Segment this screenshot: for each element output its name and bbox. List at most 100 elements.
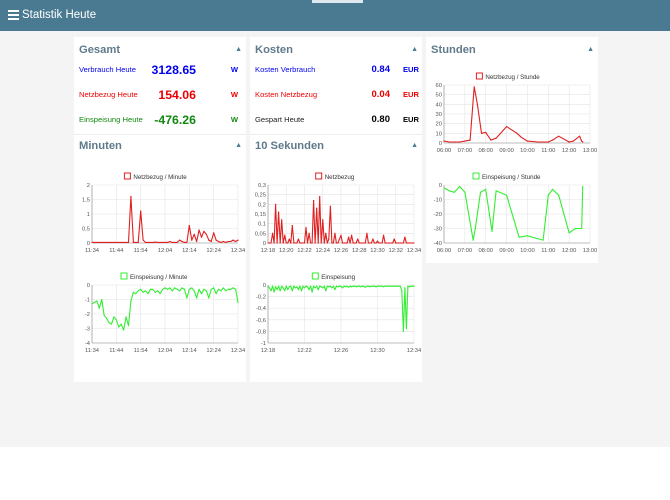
x-tick-label: 13:00 bbox=[583, 248, 598, 254]
collapse-kosten-icon[interactable]: ▲ bbox=[411, 46, 418, 53]
y-tick-label: 0,5 bbox=[82, 227, 90, 233]
data-point bbox=[222, 240, 224, 243]
data-point bbox=[152, 288, 154, 290]
data-point bbox=[367, 285, 369, 287]
data-point bbox=[354, 285, 356, 287]
x-tick-label: 12:24 bbox=[206, 348, 221, 354]
x-tick-label: 12:14 bbox=[182, 248, 197, 254]
data-point bbox=[210, 240, 212, 243]
data-point bbox=[125, 241, 127, 244]
x-tick-label: 12:34 bbox=[231, 348, 246, 354]
data-point bbox=[395, 285, 397, 287]
data-point bbox=[411, 242, 414, 244]
data-point bbox=[157, 241, 159, 244]
data-point bbox=[106, 317, 108, 319]
data-point bbox=[473, 86, 475, 88]
data-point bbox=[401, 242, 403, 244]
collapse-stunden-icon[interactable]: ▲ bbox=[587, 46, 594, 53]
data-point bbox=[516, 132, 518, 134]
data-point bbox=[398, 242, 400, 244]
data-point bbox=[166, 241, 169, 244]
data-point bbox=[217, 240, 220, 243]
data-point bbox=[495, 190, 497, 192]
unit-kosten-verbrauch: EUR bbox=[402, 65, 419, 74]
data-point bbox=[341, 287, 344, 289]
data-point bbox=[303, 287, 306, 289]
data-point bbox=[387, 242, 389, 244]
data-point bbox=[453, 141, 456, 143]
data-point bbox=[408, 286, 411, 288]
y-tick-label: 1,5 bbox=[82, 198, 90, 204]
data-point bbox=[469, 139, 471, 141]
y-tick-label: 10 bbox=[436, 131, 442, 137]
data-point bbox=[282, 287, 284, 289]
data-point bbox=[390, 285, 392, 287]
data-point bbox=[480, 132, 483, 134]
row-label-gespart: Gespart Heute bbox=[255, 115, 305, 124]
data-point bbox=[319, 285, 321, 287]
data-point bbox=[325, 232, 327, 234]
data-point bbox=[413, 242, 415, 244]
data-point bbox=[96, 241, 98, 244]
data-point bbox=[474, 227, 476, 230]
data-point bbox=[149, 241, 151, 244]
data-point bbox=[322, 287, 324, 289]
data-point bbox=[568, 232, 570, 234]
x-tick-label: 12:20 bbox=[279, 248, 294, 254]
data-point bbox=[271, 285, 274, 287]
collapse-10-sekunden-icon[interactable]: ▲ bbox=[411, 142, 418, 149]
data-point bbox=[135, 293, 137, 295]
data-point bbox=[299, 285, 301, 287]
legend-swatch bbox=[120, 272, 128, 280]
group-title-10-sekunden: 10 Sekunden bbox=[255, 140, 325, 152]
data-point bbox=[176, 288, 178, 290]
data-point bbox=[329, 285, 331, 287]
data-point bbox=[328, 286, 330, 288]
data-point bbox=[113, 316, 115, 318]
chart-netzbezug-stunde: Netzbezug / Stunde 0 10 20 30 40 50 60 06:00 07:0… bbox=[436, 72, 597, 154]
data-point bbox=[127, 325, 130, 327]
data-point bbox=[278, 211, 280, 213]
legend-swatch bbox=[315, 172, 323, 180]
x-tick-label: 11:44 bbox=[109, 348, 124, 354]
data-point bbox=[389, 242, 391, 244]
data-point bbox=[237, 301, 239, 303]
data-point bbox=[396, 285, 398, 287]
data-point bbox=[410, 285, 412, 287]
data-point bbox=[358, 242, 360, 244]
data-point bbox=[408, 242, 411, 244]
x-tick-label: 12:18 bbox=[261, 348, 276, 354]
hamburger-menu-icon[interactable] bbox=[8, 10, 19, 20]
data-point bbox=[337, 242, 339, 244]
data-point bbox=[413, 285, 415, 287]
data-point bbox=[399, 242, 401, 244]
data-point bbox=[404, 236, 406, 238]
data-point bbox=[161, 288, 164, 290]
data-point bbox=[93, 241, 96, 244]
y-tick-label: -40 bbox=[434, 241, 442, 247]
y-tick-label: 0 bbox=[87, 241, 90, 247]
data-point bbox=[360, 242, 362, 244]
data-point bbox=[171, 290, 173, 292]
data-point bbox=[91, 303, 93, 305]
data-point bbox=[351, 286, 353, 288]
data-point bbox=[273, 291, 275, 293]
collapse-minuten-icon[interactable]: ▲ bbox=[235, 142, 242, 149]
data-point bbox=[319, 196, 321, 198]
data-point bbox=[551, 139, 554, 141]
column-right: Stunden ▲ Netzbezug / Stunde 0 10 20 30 40 50 6… bbox=[426, 37, 598, 263]
data-point bbox=[323, 242, 325, 244]
data-point bbox=[291, 225, 293, 227]
data-point bbox=[491, 230, 493, 232]
data-point bbox=[402, 242, 404, 244]
data-point bbox=[293, 285, 295, 287]
value-gespart: 0.80 bbox=[371, 114, 391, 125]
legend-swatch bbox=[475, 72, 483, 80]
data-point bbox=[149, 288, 151, 290]
data-point bbox=[164, 241, 166, 244]
x-tick-label: 11:54 bbox=[134, 348, 149, 354]
y-tick-label: 0,25 bbox=[255, 193, 266, 199]
collapse-gesamt-icon[interactable]: ▲ bbox=[235, 46, 242, 53]
data-point bbox=[551, 188, 554, 190]
data-point bbox=[217, 288, 220, 290]
